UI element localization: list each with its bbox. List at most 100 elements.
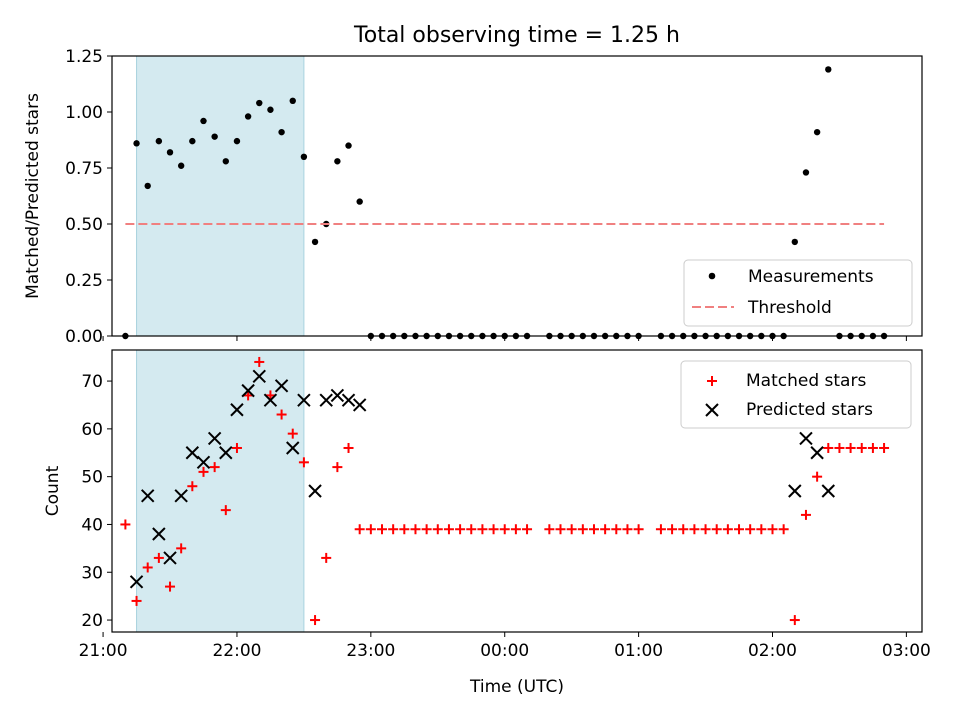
matched-stars-point	[867, 442, 878, 453]
predicted-stars-point	[230, 403, 244, 417]
measurements-point	[813, 128, 821, 136]
matched-stars-point	[198, 466, 209, 477]
predicted-stars-point	[207, 431, 222, 446]
top-panel: 0.00 0.25 0.50 0.75 1.00 1.25 Matched/Predict…	[23, 47, 923, 347]
matched-stars-point	[678, 524, 689, 535]
matched-stars-point	[711, 524, 722, 535]
matched-stars-point	[265, 390, 276, 401]
matched-stars-point	[722, 524, 733, 535]
bottom-span-layer	[136, 349, 305, 633]
predicted-stars-point	[297, 393, 311, 407]
top-y-axis-label: Matched/Predicted stars	[23, 93, 43, 299]
bottom-y-tick-label: 40	[81, 515, 103, 535]
bottom-panel: 20 30 40 50 60 70 21:00 22:00 23:00 00:00 01:00 02:…	[43, 349, 931, 697]
predicted-stars-point	[810, 446, 824, 460]
legend-marker-measurements	[708, 272, 716, 280]
top-y-tick-label: 0.25	[65, 271, 103, 291]
measurements-point	[278, 128, 285, 136]
matched-stars-point	[220, 505, 231, 516]
matched-stars-point	[734, 524, 745, 535]
matched-stars-point	[622, 524, 633, 535]
measurements-point	[133, 140, 140, 147]
predicted-stars-point	[788, 484, 802, 498]
matched-stars-point	[142, 562, 153, 573]
top-observing-window	[136, 55, 305, 337]
measurements-point	[345, 142, 352, 149]
matched-stars-point	[399, 524, 410, 535]
top-legend-box	[683, 259, 913, 327]
matched-stars-point	[879, 442, 890, 453]
top-y-tick-label: 0.75	[65, 159, 103, 179]
predicted-stars-point	[286, 441, 300, 455]
legend-marker-predicted	[705, 403, 719, 417]
predicted-stars-point	[330, 388, 345, 403]
matched-stars-point	[823, 442, 834, 453]
matched-stars-point	[800, 509, 811, 520]
matched-stars-point	[477, 524, 488, 535]
measurements-point	[256, 99, 263, 107]
x-axis-label: Time (UTC)	[469, 677, 564, 697]
predicted-stars-point	[129, 575, 144, 589]
legend-label-threshold: Threshold	[747, 298, 832, 318]
matched-stars-point	[131, 595, 142, 606]
top-y-tick-label: 1.25	[65, 47, 103, 67]
top-legend: Measurements Threshold	[683, 259, 913, 327]
measurements-point	[791, 238, 799, 246]
measurements-point	[356, 198, 363, 205]
measurements-point	[200, 117, 207, 125]
matched-stars-point	[354, 524, 365, 535]
matched-stars-point	[499, 524, 510, 535]
measurements-point	[233, 137, 241, 145]
matched-stars-point	[432, 524, 443, 535]
matched-stars-point	[287, 428, 298, 439]
matched-stars-point	[443, 524, 454, 535]
matched-stars-point	[421, 524, 432, 535]
matched-stars-point	[633, 524, 644, 535]
measurements-point	[311, 238, 319, 246]
bottom-y-tick-label: 50	[81, 468, 103, 488]
matched-stars-point	[176, 543, 187, 554]
bottom-axis-layer: 20 30 40 50 60 70 21:00 22:00 23:00 00:00 01:00 02:…	[79, 372, 931, 661]
bottom-y-tick-label: 70	[81, 372, 103, 392]
predicted-stars-point	[241, 383, 255, 398]
matched-stars-point	[555, 524, 566, 535]
matched-stars-point	[655, 524, 666, 535]
chart-title: Total observing time = 1.25 h	[353, 23, 680, 48]
measurements-point	[802, 169, 810, 176]
predicted-stars-point	[319, 393, 333, 407]
x-tick-label: 21:00	[79, 641, 128, 661]
x-tick-label: 22:00	[212, 641, 261, 661]
matched-stars-point	[812, 471, 823, 482]
matched-stars-point	[577, 524, 588, 535]
matched-stars-point	[231, 442, 242, 453]
measurements-point	[177, 162, 185, 169]
legend-label-predicted: Predicted stars	[746, 400, 873, 420]
matched-stars-point	[187, 481, 198, 492]
matched-stars-point	[466, 524, 477, 535]
matched-stars-point	[377, 524, 387, 535]
matched-stars-point	[343, 442, 354, 453]
measurements-point	[166, 149, 174, 156]
matched-stars-point	[834, 442, 845, 453]
predicted-stars-point	[799, 431, 813, 446]
matched-stars-point	[789, 615, 800, 626]
bottom-axes-frame	[111, 349, 923, 633]
predicted-stars-point	[174, 489, 188, 503]
matched-stars-point	[700, 524, 711, 535]
predicted-stars-point	[341, 393, 356, 407]
bottom-observing-window	[136, 349, 305, 633]
matched-stars-point	[165, 581, 176, 592]
predicted-stars-point	[163, 551, 177, 565]
matched-stars-point	[321, 552, 332, 563]
top-span-layer	[136, 55, 305, 337]
bottom-y-tick-label: 60	[81, 420, 103, 440]
x-tick-label: 23:00	[346, 641, 395, 661]
top-y-tick-label: 0.00	[65, 327, 103, 347]
matched-stars-point	[689, 524, 700, 535]
bottom-legend-box	[680, 360, 912, 429]
matched-stars-point	[856, 442, 867, 453]
matched-stars-point	[455, 524, 466, 535]
matched-stars-point	[767, 524, 778, 535]
matched-stars-point	[332, 462, 343, 473]
